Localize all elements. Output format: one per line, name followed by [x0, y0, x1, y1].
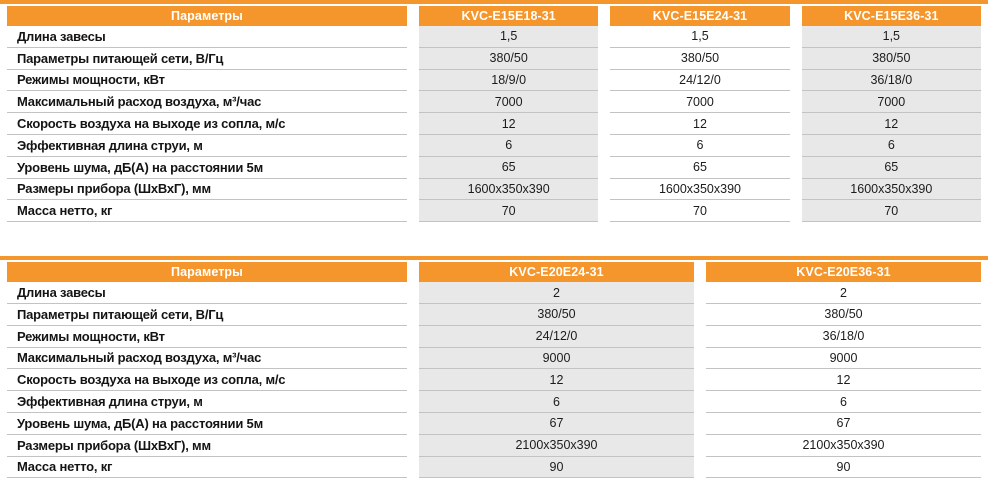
param-label-cell: Эффективная длина струи, м: [7, 391, 407, 413]
value-cell: 6: [801, 134, 981, 157]
value-cell: 6: [706, 391, 981, 413]
value-cell: 2100х350х390: [706, 435, 981, 457]
value-cell: 9000: [419, 347, 694, 370]
value-cell: 9000: [706, 348, 981, 370]
value-cell: 7000: [801, 91, 981, 114]
value-cell: 65: [610, 157, 790, 179]
value-cell: 6: [419, 391, 694, 413]
param-label-cell: Уровень шума, дБ(А) на расстоянии 5м: [7, 413, 407, 435]
table-row: Масса нетто, кг 90 90: [7, 456, 981, 479]
value-cell: 1600х350х390: [801, 178, 981, 201]
table-header-row: Параметры KVC-E15E18-31 KVC-E15E24-31 KVC-E…: [7, 6, 981, 26]
param-label-cell: Скорость воздуха на выходе из сопла, м/с: [7, 113, 407, 135]
param-label-cell: Эффективная длина струи, м: [7, 135, 407, 157]
param-header-cell: Параметры: [7, 262, 407, 283]
table-row: Режимы мощности, кВт 24/12/0 36/18/0: [7, 325, 981, 348]
top-accent-rule: [0, 0, 988, 4]
param-label-cell: Максимальный расход воздуха, м³/час: [7, 348, 407, 370]
param-label-cell: Режимы мощности, кВт: [7, 70, 407, 92]
value-cell: 24/12/0: [419, 325, 694, 348]
table-row: Длина завесы 1,5 1,5 1,5: [7, 26, 981, 48]
value-cell: 7000: [610, 91, 790, 114]
value-cell: 1,5: [610, 26, 790, 48]
table-row: Режимы мощности, кВт 18/9/0 24/12/0 36/18/0: [7, 69, 981, 92]
table-row: Уровень шума, дБ(А) на расстоянии 5м 65 65…: [7, 156, 981, 179]
param-label-cell: Размеры прибора (ШхВхГ), мм: [7, 179, 407, 201]
param-label-cell: Параметры питающей сети, В/Гц: [7, 304, 407, 326]
top-accent-rule: [0, 256, 988, 261]
spec-table: Параметры KVC-E15E18-31 KVC-E15E24-31 KVC-E…: [0, 0, 988, 223]
value-cell: 6: [610, 135, 790, 157]
table-row: Максимальный расход воздуха, м³/час 7000 7…: [7, 91, 981, 114]
value-cell: 1600х350х390: [419, 178, 599, 201]
value-cell: 65: [419, 156, 599, 179]
table-row: Скорость воздуха на выходе из сопла, м/с…: [7, 113, 981, 135]
param-label-cell: Масса нетто, кг: [7, 457, 407, 479]
model-header-cell: KVC-E15E36-31: [801, 6, 981, 26]
table-body: Длина завесы 1,5 1,5 1,5 Параметры питающей …: [0, 26, 988, 223]
value-cell: 70: [419, 200, 599, 223]
param-label-cell: Режимы мощности, кВт: [7, 326, 407, 348]
value-cell: 12: [801, 113, 981, 135]
value-cell: 1,5: [419, 26, 599, 48]
model-header-cell: KVC-E20E24-31: [419, 262, 694, 283]
param-label-cell: Скорость воздуха на выходе из сопла, м/с: [7, 369, 407, 392]
model-header-cell: KVC-E20E36-31: [706, 262, 981, 283]
table-body: Длина завесы 2 2 Параметры питающей сети, В…: [0, 282, 988, 479]
param-label-cell: Длина завесы: [7, 282, 407, 304]
model-header-cell: KVC-E15E24-31: [610, 6, 790, 26]
value-cell: 12: [419, 369, 694, 392]
value-cell: 380/50: [419, 47, 599, 70]
value-cell: 70: [610, 200, 790, 223]
param-label-cell: Параметры питающей сети, В/Гц: [7, 48, 407, 70]
value-cell: 36/18/0: [706, 326, 981, 348]
table-row: Максимальный расход воздуха, м³/час 9000 9…: [7, 347, 981, 370]
value-cell: 12: [419, 113, 599, 135]
value-cell: 70: [801, 200, 981, 223]
value-cell: 7000: [419, 91, 599, 114]
table-row: Масса нетто, кг 70 70 70: [7, 200, 981, 223]
value-cell: 65: [801, 156, 981, 179]
table-row: Параметры питающей сети, В/Гц 380/50 380/5…: [7, 47, 981, 70]
value-cell: 2: [419, 282, 694, 304]
table-row: Длина завесы 2 2: [7, 282, 981, 304]
value-cell: 12: [610, 113, 790, 135]
value-cell: 1,5: [801, 26, 981, 48]
value-cell: 380/50: [419, 303, 694, 326]
table-row: Уровень шума, дБ(А) на расстоянии 5м 67 67: [7, 412, 981, 435]
value-cell: 67: [419, 412, 694, 435]
value-cell: 90: [419, 456, 694, 479]
spec-table: Параметры KVC-E20E24-31 KVC-E20E36-31 Длин…: [0, 256, 988, 479]
table-row: Размеры прибора (ШхВхГ), мм 1600х350х390 1…: [7, 178, 981, 201]
model-header-cell: KVC-E15E18-31: [419, 6, 599, 26]
param-label-cell: Масса нетто, кг: [7, 200, 407, 223]
table-row: Скорость воздуха на выходе из сопла, м/с…: [7, 369, 981, 392]
value-cell: 18/9/0: [419, 69, 599, 92]
table-row: Параметры питающей сети, В/Гц 380/50 380/5…: [7, 303, 981, 326]
table-header-row: Параметры KVC-E20E24-31 KVC-E20E36-31: [7, 262, 981, 283]
value-cell: 2: [706, 282, 981, 304]
value-cell: 380/50: [610, 48, 790, 70]
value-cell: 36/18/0: [801, 69, 981, 92]
param-label-cell: Максимальный расход воздуха, м³/час: [7, 91, 407, 114]
value-cell: 12: [706, 369, 981, 392]
value-cell: 90: [706, 457, 981, 479]
table-row: Размеры прибора (ШхВхГ), мм 2100х350х390 2…: [7, 434, 981, 457]
value-cell: 24/12/0: [610, 70, 790, 92]
value-cell: 6: [419, 134, 599, 157]
value-cell: 1600х350х390: [610, 179, 790, 201]
value-cell: 67: [706, 413, 981, 435]
param-label-cell: Размеры прибора (ШхВхГ), мм: [7, 435, 407, 457]
param-label-cell: Уровень шума, дБ(А) на расстоянии 5м: [7, 157, 407, 179]
value-cell: 380/50: [706, 304, 981, 326]
value-cell: 2100х350х390: [419, 434, 694, 457]
value-cell: 380/50: [801, 47, 981, 70]
param-header-cell: Параметры: [7, 6, 407, 26]
param-label-cell: Длина завесы: [7, 26, 407, 48]
